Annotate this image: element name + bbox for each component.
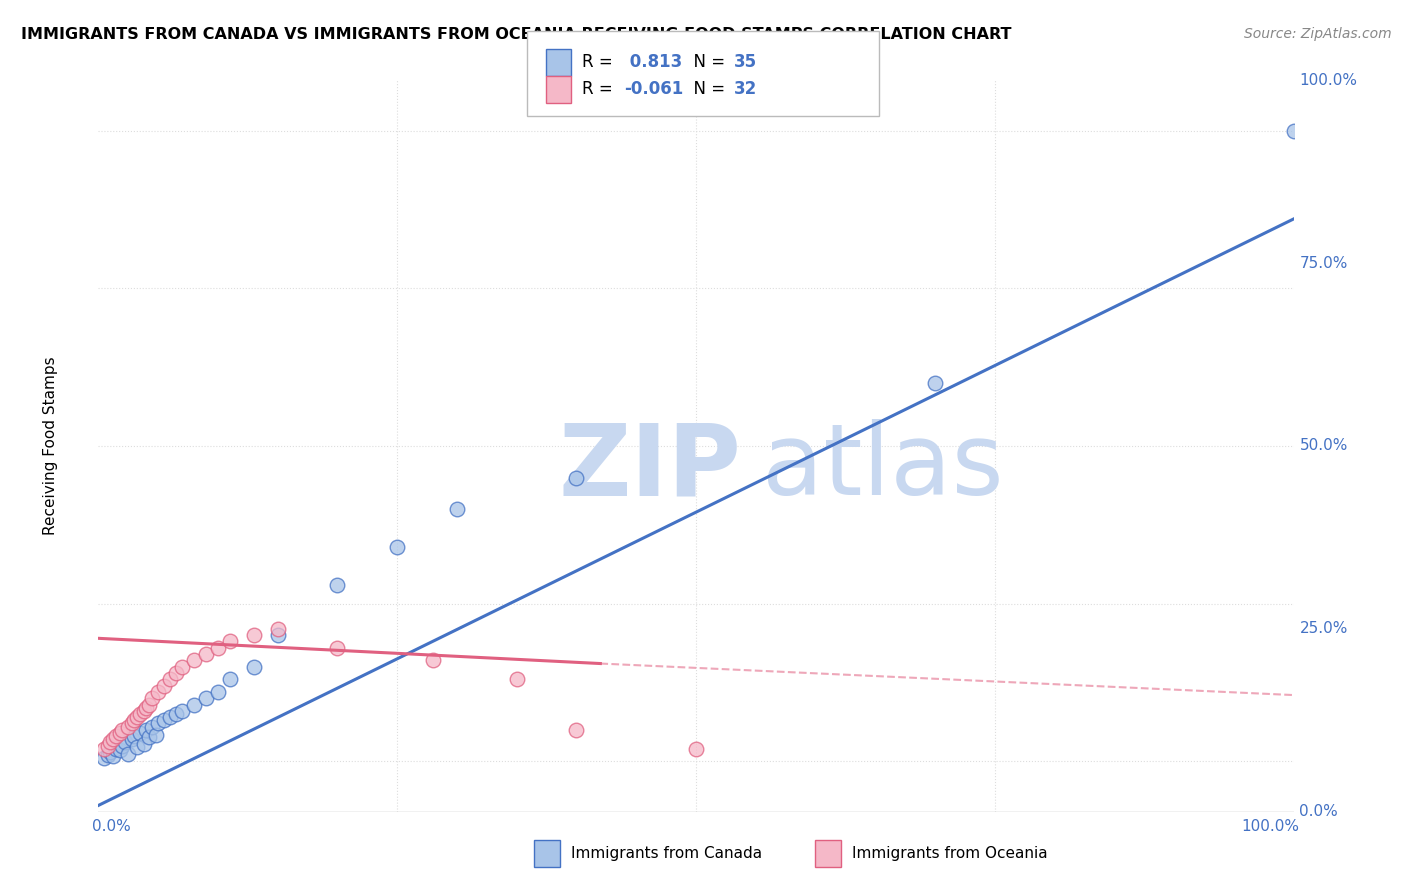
Point [172,704,194,718]
Point [125,740,148,755]
Point [148,716,170,731]
Text: 0.813: 0.813 [624,54,682,71]
Text: Immigrants from Canada: Immigrants from Canada [571,847,762,861]
Point [506,673,529,687]
Point [135,723,157,737]
Point [195,647,218,661]
Point [93,741,115,756]
Text: R =: R = [582,80,619,98]
Point [135,700,157,714]
Text: 100.0%: 100.0% [1241,819,1299,834]
Point [219,673,242,687]
Text: Immigrants from Oceania: Immigrants from Oceania [852,847,1047,861]
Text: atlas: atlas [762,419,1004,516]
Point [148,685,170,699]
Point [565,470,588,484]
Point [165,665,187,680]
Point [446,502,468,516]
Point [685,741,707,756]
Point [219,634,242,648]
Point [153,714,176,728]
Point [129,726,152,740]
Point [183,698,205,712]
Point [243,659,266,673]
Point [145,728,167,742]
Point [124,729,146,743]
Point [111,723,134,737]
Point [98,735,122,749]
Text: 50.0%: 50.0% [1299,439,1348,453]
Point [97,739,120,753]
Point [105,729,128,743]
Point [141,691,163,706]
Point [111,739,134,753]
Point [195,691,218,706]
Text: N =: N = [683,80,731,98]
Text: -0.061: -0.061 [624,80,683,98]
Text: 25.0%: 25.0% [1299,622,1348,636]
Point [117,747,139,761]
Point [267,628,290,642]
Text: ZIP: ZIP [558,419,741,516]
Point [326,640,349,655]
Text: 100.0%: 100.0% [1299,73,1358,87]
Point [93,751,115,765]
Point [207,685,229,699]
Point [172,659,194,673]
Point [121,732,143,747]
Point [101,732,124,747]
Point [97,747,120,762]
Text: 35: 35 [734,54,756,71]
Point [153,679,176,693]
Point [108,743,131,757]
Point [183,653,205,667]
Text: 32: 32 [734,80,758,98]
Point [422,653,444,667]
Point [105,741,128,756]
Point [138,731,160,745]
Point [121,716,143,731]
Point [385,540,409,554]
Point [108,726,131,740]
Point [114,735,136,749]
Text: Receiving Food Stamps: Receiving Food Stamps [44,357,58,535]
Text: 75.0%: 75.0% [1299,256,1348,270]
Point [98,745,122,759]
Text: N =: N = [683,54,731,71]
Point [565,723,588,737]
Point [129,706,152,721]
Point [165,706,187,721]
Point [207,640,229,655]
Text: IMMIGRANTS FROM CANADA VS IMMIGRANTS FROM OCEANIA RECEIVING FOOD STAMPS CORRELAT: IMMIGRANTS FROM CANADA VS IMMIGRANTS FRO… [21,27,1011,42]
Text: R =: R = [582,54,619,71]
Point [138,698,160,712]
Point [159,710,181,724]
Point [243,628,266,642]
Point [125,710,148,724]
Text: 0.0%: 0.0% [93,819,131,834]
Point [141,720,163,734]
Point [132,704,155,718]
Point [924,376,946,390]
Point [267,622,290,636]
Point [101,749,124,764]
Point [124,714,146,728]
Point [132,737,155,751]
Point [117,720,139,734]
Point [326,578,349,592]
Text: 0.0%: 0.0% [1299,805,1339,819]
Point [159,673,181,687]
Text: Source: ZipAtlas.com: Source: ZipAtlas.com [1244,27,1392,41]
Point [1282,124,1305,138]
